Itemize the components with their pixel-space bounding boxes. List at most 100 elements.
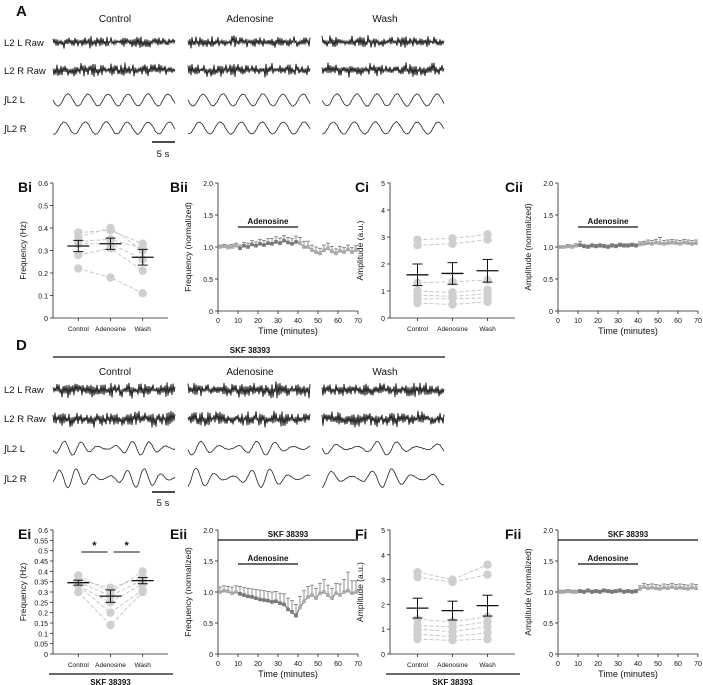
data-point (306, 595, 310, 599)
x-tick-label: 60 (674, 318, 682, 325)
x-tick-label: 50 (314, 318, 322, 325)
data-point (610, 590, 614, 594)
x-tick-label: 20 (254, 318, 262, 325)
data-point (666, 241, 670, 245)
data-point (646, 586, 650, 591)
data-point (342, 590, 346, 594)
data-point (598, 243, 602, 248)
data-point (448, 577, 457, 587)
data-point (106, 273, 115, 282)
raw-trace (321, 410, 445, 428)
drug-bar-label: Adenosine (248, 554, 289, 563)
x-tick-label: 60 (674, 661, 682, 668)
data-point (448, 300, 457, 309)
data-point (318, 251, 322, 256)
data-point (222, 244, 226, 249)
chart-fii: 0 0.5 1.0 1.5 2.0 Amplitude (normalized)Fii 0 1… (505, 526, 702, 679)
panel-a-trace-l2l-raw: L2 L Raw (4, 38, 44, 49)
panel-d-label: D (16, 337, 27, 354)
data-point (310, 593, 314, 597)
y-tick-label: 1 (381, 289, 385, 296)
chart-fi: 0 1 2 3 4 5 Amplitude (a.u.) Fi Control Adenosine… (355, 526, 520, 685)
significance-star: * (124, 540, 129, 552)
integrated-trace (187, 467, 311, 489)
data-point (574, 243, 578, 248)
y-axis-label: Frequency (normalized) (183, 202, 193, 292)
y-tick-label: 0.5 (543, 621, 553, 628)
panel-label: Fii (505, 526, 521, 542)
data-point (582, 244, 586, 249)
x-tick-label: 60 (334, 318, 342, 325)
chart-bi: 0 0.1 0.2 0.3 0.4 0.5 0.6 Frequency (Hz) Bi Contr… (18, 179, 168, 333)
data-point (278, 601, 282, 605)
y-tick-label: 2 (381, 262, 385, 269)
data-point (250, 595, 254, 599)
x-tick-label: 0 (216, 661, 220, 668)
chart-ei: 0 0.05 0.1 0.15 0.2 0.25 0.3 0.35 0.4 0.45 0.5 0.55… (18, 526, 173, 685)
y-axis-label: Frequency (Hz) (18, 221, 28, 280)
drug-bar-below-label: SKF 38393 (90, 678, 131, 685)
x-tick-label: 30 (614, 661, 622, 668)
y-tick-label: 0 (381, 652, 385, 659)
panel-d-cond-control: Control (99, 367, 131, 378)
data-point (222, 588, 226, 593)
data-point (138, 587, 147, 597)
x-tick-label: 40 (294, 661, 302, 668)
data-point (330, 249, 334, 254)
integrated-trace (321, 441, 445, 456)
data-point (413, 634, 422, 644)
data-point (226, 589, 230, 594)
data-point (562, 245, 566, 249)
x-tick-label: Adenosine (437, 662, 468, 669)
y-tick-label: 0.5 (203, 621, 213, 628)
raw-trace (187, 381, 311, 399)
data-point (634, 589, 638, 594)
data-point (246, 245, 250, 249)
data-point (270, 242, 274, 246)
x-tick-label: 20 (254, 661, 262, 668)
data-point (594, 244, 598, 249)
data-point (483, 560, 492, 569)
x-tick-label: 70 (354, 318, 362, 325)
y-tick-label: 1.0 (203, 245, 213, 252)
x-tick-label: 70 (694, 661, 702, 668)
data-point (650, 242, 654, 246)
data-point (670, 240, 674, 245)
drug-bar-below-label: SKF 38393 (432, 678, 473, 685)
y-axis-label: Frequency (normalized) (183, 547, 193, 637)
data-point (566, 589, 570, 594)
x-tick-label: Control (68, 662, 90, 669)
data-point (578, 243, 582, 247)
data-point (322, 248, 326, 252)
data-point (238, 246, 242, 251)
x-tick-label: 70 (694, 318, 702, 325)
data-point (330, 596, 334, 600)
x-tick-label: Adenosine (95, 326, 126, 333)
y-tick-label: 0.5 (38, 204, 48, 211)
data-point (258, 597, 262, 602)
data-point (448, 294, 457, 303)
y-tick-label: 0 (549, 309, 553, 316)
data-point (483, 570, 492, 579)
y-tick-label: 5 (381, 181, 385, 188)
x-tick-label: Wash (135, 326, 152, 333)
data-point (413, 572, 422, 582)
data-point (278, 241, 282, 245)
data-point (682, 586, 686, 591)
data-point (642, 585, 646, 589)
drug-bar-label: Adenosine (588, 554, 629, 563)
data-point (254, 596, 258, 600)
data-point (448, 239, 457, 248)
panel-d-trace-l2l-raw: L2 L Raw (4, 385, 44, 396)
x-tick-label: Adenosine (437, 326, 468, 333)
integrated-trace (188, 121, 311, 135)
data-point (326, 593, 330, 597)
x-tick-label: 50 (654, 318, 662, 325)
data-point (586, 588, 590, 593)
data-point (610, 243, 614, 248)
data-point (590, 590, 594, 594)
data-point (602, 588, 606, 593)
data-point (674, 586, 678, 591)
integrated-trace (52, 121, 176, 135)
data-point (658, 587, 662, 591)
